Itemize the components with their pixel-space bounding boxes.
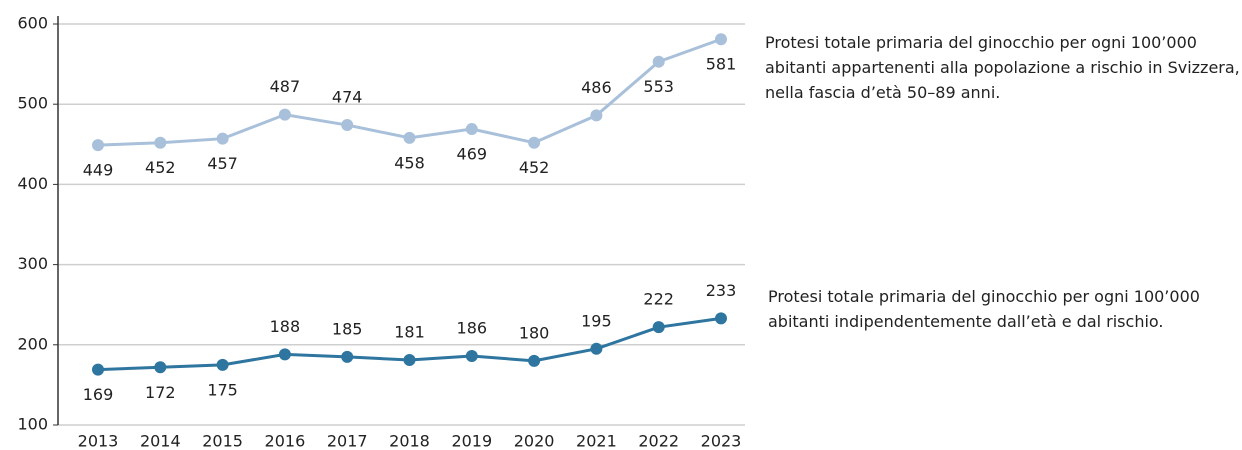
data-point	[590, 109, 603, 122]
data-label: 222	[643, 290, 674, 309]
data-label: 172	[145, 383, 176, 402]
data-point	[652, 55, 665, 68]
data-point	[528, 354, 541, 367]
data-label: 449	[83, 161, 114, 180]
data-label: 233	[706, 281, 737, 300]
y-tick-label: 600	[17, 14, 48, 33]
x-tick-label: 2023	[701, 432, 742, 450]
y-tick-label: 300	[17, 254, 48, 273]
data-label: 553	[643, 77, 674, 96]
data-point	[216, 358, 229, 371]
data-point	[715, 312, 727, 325]
data-point	[154, 361, 167, 374]
series-line	[97, 37, 722, 147]
data-label: 469	[457, 145, 488, 164]
x-tick-label: 2016	[265, 432, 306, 450]
data-label: 487	[270, 77, 301, 96]
data-label: 185	[332, 319, 363, 338]
data-point	[278, 108, 291, 121]
data-point	[154, 136, 167, 149]
data-label: 175	[207, 380, 238, 399]
data-point	[92, 139, 104, 152]
data-point	[216, 132, 229, 145]
data-label: 452	[519, 158, 550, 177]
x-tick-label: 2021	[576, 432, 617, 450]
data-point	[465, 123, 478, 136]
data-label: 181	[394, 323, 425, 342]
data-point	[92, 363, 104, 376]
data-label: 474	[332, 88, 363, 107]
x-tick-label: 2015	[202, 432, 243, 450]
x-tick-label: 2017	[327, 432, 368, 450]
y-tick-label: 100	[17, 415, 48, 434]
data-label: 457	[207, 154, 238, 173]
data-point	[590, 342, 603, 355]
x-tick-label: 2014	[140, 432, 181, 450]
data-label: 581	[706, 55, 737, 74]
data-label: 180	[519, 323, 550, 342]
y-tick-label: 200	[17, 334, 48, 353]
x-tick-label: 2020	[514, 432, 555, 450]
data-point	[341, 350, 354, 363]
data-label: 486	[581, 78, 612, 97]
data-point	[403, 131, 416, 144]
data-point	[528, 136, 541, 149]
x-tick-label: 2018	[389, 432, 430, 450]
series-label: Protesi totale primaria del ginocchio pe…	[768, 287, 1200, 331]
data-point	[465, 350, 478, 363]
data-point	[403, 354, 416, 367]
data-label: 188	[270, 317, 301, 336]
data-label: 452	[145, 158, 176, 177]
series-label: Protesi totale primaria del ginocchio pe…	[765, 33, 1240, 102]
data-point	[341, 119, 354, 132]
data-label: 458	[394, 153, 425, 172]
data-point	[278, 348, 291, 361]
y-tick-label: 400	[17, 174, 48, 193]
x-tick-label: 2019	[451, 432, 492, 450]
y-tick-label: 500	[17, 94, 48, 113]
data-point	[715, 33, 727, 46]
data-label: 186	[457, 319, 488, 338]
data-label: 169	[83, 385, 114, 404]
x-tick-label: 2013	[78, 432, 119, 450]
x-tick-label: 2022	[638, 432, 679, 450]
data-point	[652, 321, 665, 334]
data-label: 195	[581, 311, 612, 330]
